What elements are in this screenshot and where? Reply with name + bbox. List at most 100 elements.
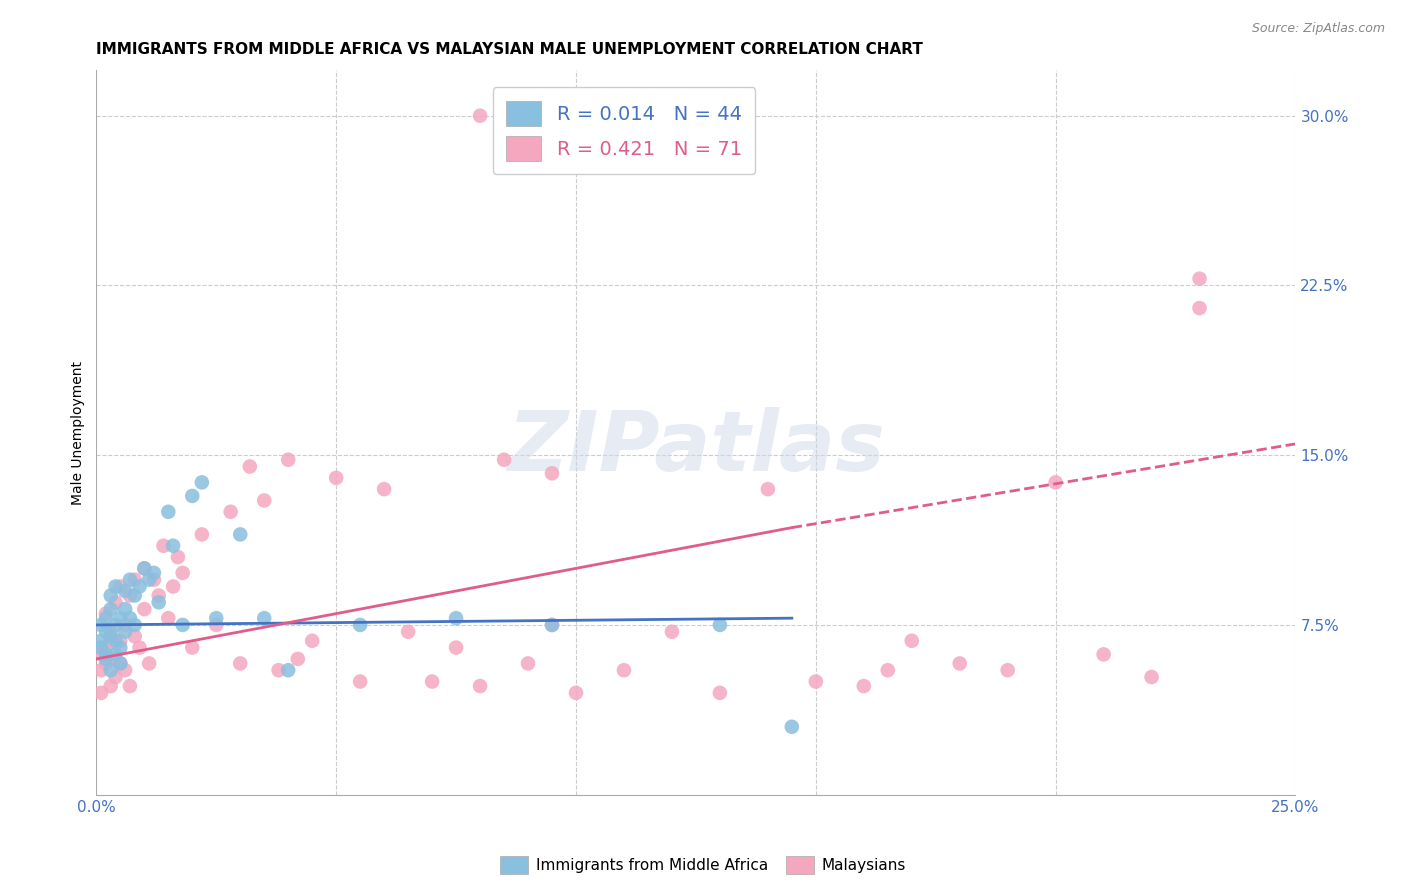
Point [1045, 475, 1067, 490]
Point [124, 629, 146, 643]
Point [94, 611, 117, 625]
Point [100, 602, 122, 616]
Point [1092, 648, 1115, 662]
Point [110, 611, 132, 625]
Point [541, 618, 564, 632]
Point [118, 611, 141, 625]
Point [468, 679, 491, 693]
Point [253, 611, 276, 625]
Point [804, 674, 827, 689]
Point [142, 573, 165, 587]
Point [253, 493, 276, 508]
Point [420, 674, 443, 689]
Point [90, 663, 112, 677]
Point [142, 566, 165, 580]
Point [100, 679, 122, 693]
Point [90, 686, 112, 700]
Point [396, 624, 419, 639]
Point [709, 686, 731, 700]
Point [114, 602, 136, 616]
Point [110, 640, 132, 655]
Point [104, 618, 127, 632]
Point [172, 566, 194, 580]
Text: Source: ZipAtlas.com: Source: ZipAtlas.com [1251, 22, 1385, 36]
Point [277, 452, 299, 467]
Point [205, 611, 228, 625]
Point [100, 589, 122, 603]
Point [205, 618, 228, 632]
Point [349, 674, 371, 689]
Point [110, 579, 132, 593]
Point [114, 663, 136, 677]
Point [90, 640, 112, 655]
Point [219, 505, 242, 519]
Point [229, 527, 252, 541]
Point [118, 679, 141, 693]
Point [138, 657, 160, 671]
Point [1140, 670, 1163, 684]
Legend: Immigrants from Middle Africa, Malaysians: Immigrants from Middle Africa, Malaysian… [495, 850, 911, 880]
Point [1188, 301, 1211, 315]
Point [1188, 271, 1211, 285]
Point [114, 618, 136, 632]
Point [157, 611, 180, 625]
Point [94, 648, 117, 662]
Point [191, 527, 214, 541]
Point [110, 657, 132, 671]
Point [541, 467, 564, 481]
Point [267, 663, 290, 677]
Point [138, 573, 160, 587]
Point [124, 573, 146, 587]
Text: IMMIGRANTS FROM MIDDLE AFRICA VS MALAYSIAN MALE UNEMPLOYMENT CORRELATION CHART: IMMIGRANTS FROM MIDDLE AFRICA VS MALAYSI… [97, 42, 924, 57]
Point [277, 663, 299, 677]
Point [94, 624, 117, 639]
Point [949, 657, 972, 671]
Point [613, 663, 636, 677]
Point [104, 595, 127, 609]
Point [148, 589, 170, 603]
Point [90, 648, 112, 662]
Point [134, 561, 156, 575]
Point [90, 633, 112, 648]
Point [661, 624, 683, 639]
Point [492, 452, 515, 467]
Point [373, 482, 395, 496]
Point [301, 633, 323, 648]
Y-axis label: Male Unemployment: Male Unemployment [72, 360, 86, 505]
Point [444, 611, 467, 625]
Point [229, 657, 252, 671]
Point [349, 618, 371, 632]
Point [157, 505, 180, 519]
Point [124, 589, 146, 603]
Point [94, 652, 117, 666]
Point [110, 657, 132, 671]
Point [541, 618, 564, 632]
Point [148, 595, 170, 609]
Point [104, 633, 127, 648]
Point [94, 640, 117, 655]
Point [152, 539, 174, 553]
Point [181, 640, 204, 655]
Point [124, 618, 146, 632]
Point [239, 459, 262, 474]
Point [181, 489, 204, 503]
Point [90, 618, 112, 632]
Point [287, 652, 309, 666]
Point [517, 657, 540, 671]
Legend: R = 0.014   N = 44, R = 0.421   N = 71: R = 0.014 N = 44, R = 0.421 N = 71 [492, 87, 755, 174]
Point [114, 584, 136, 599]
Point [167, 549, 190, 564]
Point [162, 539, 184, 553]
Point [114, 624, 136, 639]
Point [100, 633, 122, 648]
Point [128, 579, 150, 593]
Point [709, 618, 731, 632]
Point [104, 652, 127, 666]
Point [128, 640, 150, 655]
Point [162, 579, 184, 593]
Point [852, 679, 875, 693]
Point [191, 475, 214, 490]
Point [110, 633, 132, 648]
Text: ZIPatlas: ZIPatlas [508, 407, 884, 488]
Point [134, 602, 156, 616]
